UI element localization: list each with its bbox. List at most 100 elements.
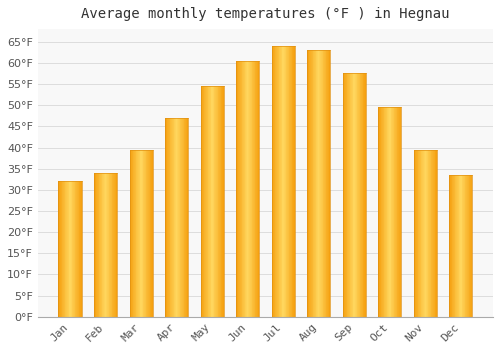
Bar — [237, 61, 238, 317]
Bar — [141, 150, 142, 317]
Bar — [213, 86, 214, 317]
Bar — [467, 175, 468, 317]
Bar — [135, 150, 136, 317]
Bar — [308, 50, 310, 317]
Bar — [248, 61, 249, 317]
Bar — [212, 86, 213, 317]
Bar — [140, 150, 141, 317]
Bar — [433, 150, 434, 317]
Bar — [253, 61, 254, 317]
Bar — [419, 150, 420, 317]
Bar — [250, 61, 252, 317]
Bar — [362, 74, 364, 317]
Bar — [348, 74, 349, 317]
Bar — [291, 46, 292, 317]
Bar — [168, 118, 169, 317]
Bar — [327, 50, 328, 317]
Bar — [72, 181, 73, 317]
Bar — [468, 175, 469, 317]
Bar — [104, 173, 105, 317]
Bar — [173, 118, 174, 317]
Bar — [144, 150, 145, 317]
Bar — [148, 150, 149, 317]
Bar — [457, 175, 458, 317]
Bar — [217, 86, 218, 317]
Bar — [204, 86, 205, 317]
Bar — [418, 150, 419, 317]
Bar — [142, 150, 144, 317]
Bar — [73, 181, 74, 317]
Bar — [70, 181, 71, 317]
Bar — [169, 118, 170, 317]
Bar — [428, 150, 429, 317]
Bar — [238, 61, 239, 317]
Bar — [175, 118, 176, 317]
Bar — [136, 150, 137, 317]
Bar — [364, 74, 365, 317]
Bar — [325, 50, 326, 317]
Bar — [105, 173, 106, 317]
Bar — [60, 181, 61, 317]
Bar — [170, 118, 171, 317]
Bar — [471, 175, 472, 317]
Bar — [399, 107, 400, 317]
Bar — [186, 118, 188, 317]
Bar — [74, 181, 76, 317]
Bar — [284, 46, 286, 317]
Bar — [311, 50, 312, 317]
Bar — [316, 50, 317, 317]
Bar — [222, 86, 223, 317]
Bar — [116, 173, 117, 317]
Bar — [384, 107, 385, 317]
Bar — [139, 150, 140, 317]
Bar — [95, 173, 96, 317]
Bar — [209, 86, 210, 317]
Bar — [218, 86, 219, 317]
Bar — [242, 61, 243, 317]
Bar — [360, 74, 361, 317]
Bar — [130, 150, 131, 317]
Bar — [420, 150, 422, 317]
Bar — [396, 107, 398, 317]
Bar — [356, 74, 358, 317]
Bar — [274, 46, 276, 317]
Bar — [292, 46, 293, 317]
Bar — [100, 173, 101, 317]
Bar — [344, 74, 345, 317]
Bar — [215, 86, 216, 317]
Bar — [380, 107, 382, 317]
Bar — [219, 86, 220, 317]
Bar — [166, 118, 168, 317]
Bar — [282, 46, 283, 317]
Bar — [277, 46, 278, 317]
Bar — [436, 150, 437, 317]
Bar — [184, 118, 185, 317]
Bar — [272, 46, 273, 317]
Bar — [102, 173, 104, 317]
Bar — [432, 150, 433, 317]
Bar — [458, 175, 460, 317]
Bar — [149, 150, 150, 317]
Bar — [244, 61, 246, 317]
Bar — [392, 107, 393, 317]
Bar — [273, 46, 274, 317]
Bar — [326, 50, 327, 317]
Bar — [321, 50, 322, 317]
Bar — [426, 150, 427, 317]
Bar — [76, 181, 77, 317]
Bar — [462, 175, 463, 317]
Bar — [350, 74, 351, 317]
Bar — [180, 118, 181, 317]
Bar — [106, 173, 107, 317]
Bar — [288, 46, 290, 317]
Bar — [322, 50, 324, 317]
Bar — [61, 181, 62, 317]
Bar — [216, 86, 217, 317]
Bar — [200, 86, 202, 317]
Bar — [276, 46, 277, 317]
Bar — [151, 150, 152, 317]
Bar — [71, 181, 72, 317]
Bar — [320, 50, 321, 317]
Bar — [179, 118, 180, 317]
Bar — [145, 150, 146, 317]
